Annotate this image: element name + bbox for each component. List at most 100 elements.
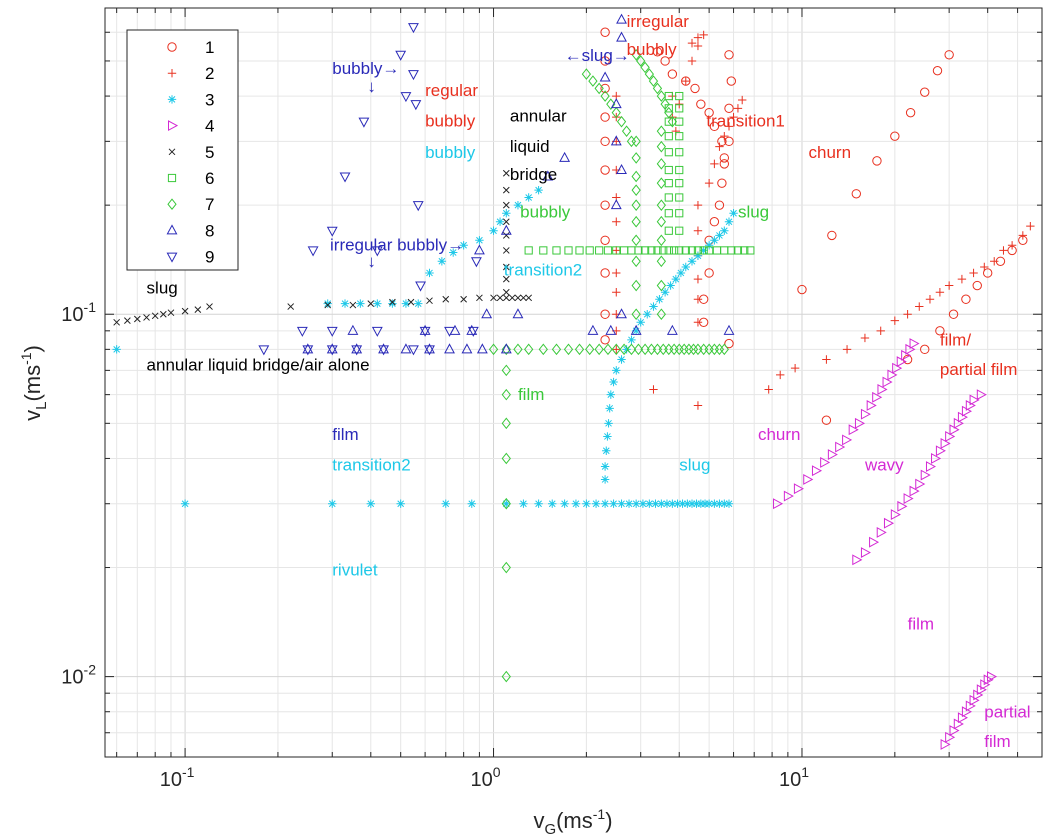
data-point (475, 236, 484, 245)
data-point (890, 131, 900, 141)
data-point (524, 246, 533, 255)
data-point (407, 298, 415, 306)
data-point (408, 345, 419, 356)
legend-label-7: 7 (205, 195, 214, 214)
data-point (442, 295, 450, 303)
data-point (687, 246, 697, 255)
data-point (640, 343, 650, 356)
data-point (564, 246, 573, 255)
data-point (622, 345, 631, 354)
data-point (664, 148, 673, 157)
data-point (534, 185, 543, 195)
data-point (143, 314, 150, 321)
data-point (860, 408, 871, 420)
annotation-label: partial (984, 703, 1030, 722)
data-point (684, 343, 694, 356)
data-point (915, 478, 926, 490)
data-point (733, 246, 743, 255)
legend-marker-8 (166, 224, 178, 235)
data-point (302, 345, 314, 356)
data-point (638, 499, 648, 508)
data-point (571, 499, 581, 508)
data-point (356, 299, 365, 308)
data-point (401, 299, 411, 308)
data-point (710, 499, 719, 508)
data-point (630, 324, 642, 335)
data-point (709, 121, 720, 132)
data-point (501, 561, 511, 574)
data-point (481, 308, 493, 319)
data-point (764, 385, 773, 394)
data-point (524, 193, 533, 202)
series-8 (302, 13, 735, 354)
data-point (501, 388, 511, 401)
data-point (1026, 221, 1035, 231)
data-point (719, 153, 730, 163)
data-point (448, 248, 458, 257)
data-point (670, 246, 679, 255)
data-point (296, 326, 308, 337)
plot-frame (104, 7, 1043, 758)
series-5 (113, 169, 533, 326)
data-point (634, 246, 643, 255)
data-point (866, 400, 877, 411)
data-point (662, 499, 672, 508)
data-point (982, 268, 993, 278)
data-point (351, 343, 363, 354)
annotation-label: churn (758, 425, 801, 444)
data-point (715, 231, 724, 240)
data-point (581, 68, 592, 80)
data-point (631, 152, 641, 164)
data-point (520, 294, 527, 302)
data-point (882, 376, 893, 388)
data-point (820, 456, 831, 468)
data-point (693, 226, 703, 235)
data-point (704, 499, 714, 508)
data-point (675, 165, 684, 175)
annotation-label: annular (510, 107, 567, 126)
data-point (408, 70, 419, 81)
series-7 (488, 48, 729, 683)
data-point (659, 246, 668, 255)
data-point (776, 370, 785, 380)
data-point (616, 163, 627, 175)
data-point (666, 324, 678, 335)
data-point (1007, 241, 1017, 250)
annotation-label: film (908, 614, 934, 633)
plot-area (105, 8, 1042, 757)
data-point (944, 281, 954, 290)
data-point (693, 401, 703, 410)
annotation-label: partial film (940, 360, 1017, 379)
data-point (612, 246, 621, 255)
data-point (258, 345, 270, 356)
data-point (666, 281, 675, 290)
data-point (675, 132, 684, 141)
data-point (616, 13, 627, 24)
data-point (340, 299, 350, 308)
data-point (425, 268, 434, 278)
data-point (656, 279, 666, 292)
data-point (502, 263, 510, 271)
data-point (723, 324, 735, 335)
legend-marker-7 (167, 198, 177, 211)
data-point (948, 309, 959, 319)
data-point (773, 498, 784, 510)
annotation-label: transition1 (706, 111, 784, 130)
data-point (124, 317, 131, 325)
data-point (621, 125, 632, 137)
data-point (720, 226, 729, 235)
y-axis-label: vL(ms-1) (18, 345, 50, 421)
data-point (687, 38, 697, 48)
data-point (501, 452, 511, 465)
data-point (687, 257, 697, 266)
data-point (631, 234, 641, 247)
data-point (727, 246, 736, 255)
data-point (822, 355, 831, 364)
data-point (476, 294, 483, 302)
data-point (600, 83, 610, 94)
data-point (656, 158, 666, 170)
data-point (559, 151, 571, 162)
annotation-label: bubbly→ (332, 59, 399, 78)
data-point (667, 115, 678, 128)
